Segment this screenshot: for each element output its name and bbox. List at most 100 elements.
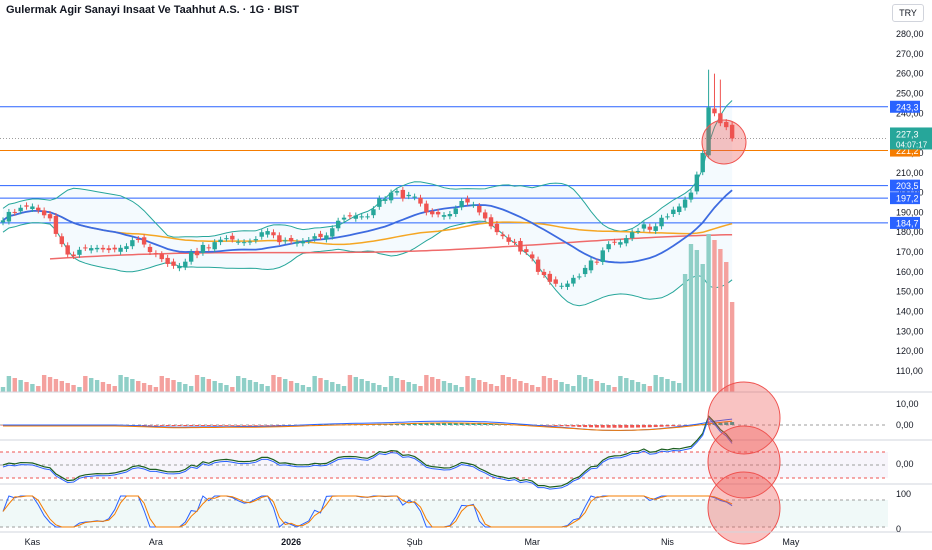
candle-body [188,252,194,262]
price-tick-label: 130,00 [896,326,924,336]
candle-body [435,211,441,215]
candle-body [288,237,294,242]
level-tag-label: 184,7 [896,218,919,228]
candle-body [659,217,664,227]
candle-body [47,214,53,219]
volume-bar [141,383,147,392]
candle-body [259,232,264,237]
macd-histogram-bar [583,425,588,428]
volume-bar [147,385,153,392]
volume-bar [706,234,711,392]
macd-histogram-bar [206,425,211,426]
time-tick-label: 2026 [281,537,301,547]
candle-body [194,250,200,256]
volume-bar [494,386,500,392]
candle-body [635,230,641,232]
candle-body [171,261,176,266]
volume-bar [465,376,470,392]
macd-histogram-bar [565,425,570,427]
sma-50-line [2,210,733,246]
candle-body [130,240,135,247]
volume-bar [700,264,705,392]
candle-body [300,241,306,244]
volume-bar [477,380,482,392]
volume-bar [100,382,106,392]
macd-histogram-bar [636,425,641,428]
candle-body [212,242,217,250]
candle-body [94,247,100,250]
volume-bar [577,375,582,392]
volume-bar [600,383,605,392]
volume-bar [183,384,188,392]
volume-bar [324,380,329,392]
candle-body [541,271,547,276]
volume-bar [547,378,553,392]
candle-body [59,236,64,245]
candle-body [112,247,117,250]
macd-histogram-bar [730,422,735,425]
macd-histogram-bar [724,422,729,425]
candle-body [524,249,529,253]
sma-20-line [2,189,733,264]
price-tick-label: 180,00 [896,227,924,237]
volume-bar [306,387,311,392]
volume-bar [441,381,447,392]
macd-histogram-bar [165,425,170,427]
volume-bar [729,302,735,392]
volume-bar [318,378,323,392]
macd-histogram-bar [400,423,405,425]
macd-histogram-bar [447,423,452,425]
macd-histogram-bar [218,425,223,426]
volume-bar [112,386,117,392]
macd-histogram-bar [641,425,646,428]
candle-body [424,203,429,213]
volume-bar [377,385,382,392]
volume-bar [624,378,629,392]
candle-body [553,279,558,284]
price-tick-label: 160,00 [896,267,924,277]
volume-bar [53,379,59,392]
volume-bar [224,385,229,392]
macd-histogram-bar [265,425,270,426]
time-tick-label: May [782,537,800,547]
macd-histogram-bar [624,425,629,428]
volume-bar [406,382,411,392]
candle-body [6,211,12,222]
macd-histogram-bar [171,425,176,427]
volume-bar [365,381,370,392]
candle-body [482,212,488,219]
candle-body [412,196,417,198]
candle-body [718,113,723,124]
candle-body [177,265,182,269]
macd-histogram-bar [224,425,229,426]
candle-body [694,174,700,192]
candle-body [465,198,470,203]
volume-bar [159,376,164,392]
candle-body [600,250,605,262]
time-tick-label: Kas [25,537,41,547]
volume-bar [341,386,347,392]
macd-histogram-bar [659,425,664,427]
candle-body [624,238,629,244]
candle-body [283,240,288,242]
candle-body [647,226,652,230]
volume-bar [530,385,535,392]
macd-signal-line [3,420,733,431]
volume-bar [388,376,394,392]
countdown-label: 04:07:17 [896,140,928,149]
candle-body [571,277,576,284]
volume-bar [459,387,464,392]
level-tag-3 [890,192,920,205]
volume-bar [283,379,288,392]
volume-bar [18,380,23,392]
volume-bar [659,377,664,392]
macd-histogram-bar [424,423,429,425]
currency-selector[interactable]: TRY [892,4,924,22]
volume-bar [194,375,200,392]
candle-body [65,245,70,255]
price-tick-label: 260,00 [896,69,924,79]
volume-bar [653,375,658,392]
price-tick-label: 170,00 [896,247,924,257]
rsi-tick-label: 0,00 [896,459,914,469]
